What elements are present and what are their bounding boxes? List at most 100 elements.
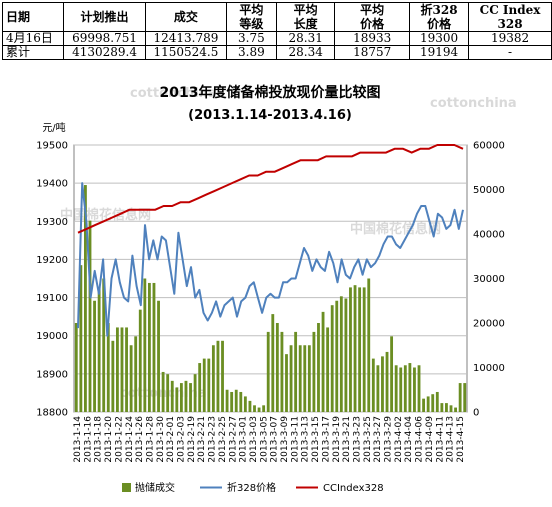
volume-bar (330, 305, 334, 412)
legend-swatch-bar (122, 483, 131, 492)
plot-frame (73, 144, 468, 413)
y-tick-label: 18900 (36, 369, 68, 380)
volume-bar (253, 405, 256, 412)
table-row: 累计 4130289.4 1150524.5 3.89 28.34 18757 19194- (2, 45, 552, 60)
table-header-cell: 平均 长度 (276, 2, 336, 32)
y2-tick-label: 20000 (473, 319, 505, 330)
volume-bar (280, 331, 284, 412)
watermark-text: cottonchina (130, 86, 217, 101)
x-tick-label: 2013-1-14 (73, 416, 83, 463)
volume-bar (349, 287, 352, 412)
volume-bar (275, 323, 279, 412)
volume-bar (97, 287, 101, 412)
y-axis-unit-label: 元/吨 (42, 121, 65, 134)
x-tick-label: 2013-2-03 (177, 416, 187, 463)
x-tick-label: 2013-3-01 (239, 416, 249, 463)
table-cell: 28.34 (276, 45, 336, 60)
volume-bar (463, 383, 467, 412)
x-tick-label: 2013-4-11 (435, 416, 445, 463)
y2-tick-label: 30000 (473, 274, 505, 285)
x-tick-label: 2013-3-25 (363, 416, 373, 463)
y2-tick-label: 60000 (473, 141, 505, 152)
volume-bar (362, 287, 366, 412)
volume-bar (161, 371, 165, 412)
volume-bar (381, 356, 384, 412)
volume-bar (262, 405, 266, 412)
table-header-cell: 计划推出 (62, 2, 147, 32)
legend-label: CCIndex328 (323, 483, 384, 494)
volume-bar (157, 300, 160, 412)
volume-bar (458, 383, 462, 412)
volume-bar (88, 220, 92, 412)
volume-bar (413, 367, 416, 412)
x-tick-label: 2013-3-13 (301, 416, 311, 463)
volume-bar (234, 389, 238, 412)
volume-bar (243, 396, 247, 412)
volume-bar (431, 394, 435, 412)
volume-bar (184, 380, 188, 412)
x-tick-label: 2013-3-17 (321, 416, 331, 463)
volume-bar (271, 314, 275, 412)
table-cell: 19194 (409, 45, 470, 60)
volume-bar (307, 345, 311, 412)
volume-bar (317, 323, 320, 412)
chart-subtitle: (2013.1.14-2013.4.16) (188, 108, 352, 123)
x-tick-label: 2013-2-27 (228, 416, 238, 463)
volume-bar (335, 300, 339, 412)
x-tick-label: 2013-1-24 (125, 416, 135, 463)
volume-bar (426, 396, 430, 412)
volume-bar (74, 323, 78, 412)
volume-bar (449, 405, 453, 412)
table-cell: 69998.751 (62, 31, 147, 46)
y2-tick-label: 40000 (473, 230, 505, 241)
volume-bar (170, 380, 174, 412)
volume-bar (339, 296, 343, 412)
y-tick-label: 19500 (36, 141, 68, 152)
y-tick-label: 19000 (36, 331, 68, 342)
volume-bar (230, 391, 234, 412)
table-cell: 19300 (409, 31, 470, 46)
volume-bar (115, 327, 119, 412)
x-tick-label: 2013-3-09 (280, 416, 290, 463)
x-tick-label: 2013-4-04 (404, 416, 414, 463)
table-cell: 18757 (334, 45, 411, 60)
volume-bar (367, 278, 371, 412)
volume-bar (248, 400, 252, 412)
volume-bar (358, 287, 362, 412)
volume-bar (175, 387, 179, 412)
volume-bar (93, 300, 96, 412)
watermark-layer: cottonchinacottonchina中国棉花信息网中国棉花信息网cott… (60, 86, 517, 401)
volume-bar (189, 383, 192, 412)
x-tick-label: 2013-3-23 (353, 416, 363, 463)
volume-bar (408, 363, 412, 412)
volume-bar (179, 383, 183, 412)
x-tick-label: 2013-1-30 (156, 416, 166, 463)
volume-bar (129, 345, 133, 412)
volume-bar (120, 327, 124, 412)
price-volume-chart: cottonchinacottonchina中国棉花信息网中国棉花信息网cott… (36, 84, 517, 494)
x-tick-label: 2013-2-19 (187, 416, 197, 463)
x-tick-label: 2013-3-19 (332, 416, 342, 463)
x-tick-label: 2013-1-22 (114, 416, 124, 463)
y-tick-label: 19400 (36, 179, 68, 190)
legend-label: 抛储成交 (135, 481, 175, 494)
x-tick-label: 2013-3-05 (259, 416, 269, 463)
table-header-cell: CC Index 328 (468, 2, 552, 32)
x-tick-label: 2013-4-15 (456, 416, 466, 463)
y-tick-label: 19200 (36, 255, 68, 266)
volume-bar (193, 374, 197, 412)
volume-bar (390, 336, 394, 412)
legend-label: 折328价格 (227, 481, 276, 494)
table-cell: 28.31 (276, 31, 336, 46)
table-cell: 12413.789 (145, 31, 227, 46)
table-cell: 19382 (468, 31, 552, 46)
table-cell: 3.89 (225, 45, 278, 60)
volume-bar (303, 345, 307, 412)
volume-bar (166, 374, 170, 412)
volume-bar (106, 323, 110, 412)
volume-bar (143, 278, 147, 412)
volume-bar (321, 311, 325, 412)
volume-bar (125, 327, 128, 412)
table-cell: 4130289.4 (62, 45, 147, 60)
y2-tick-label: 0 (473, 408, 479, 419)
